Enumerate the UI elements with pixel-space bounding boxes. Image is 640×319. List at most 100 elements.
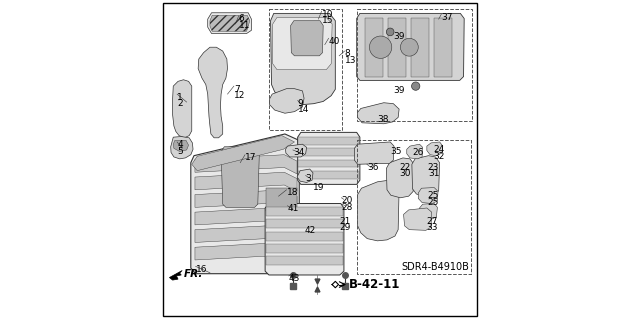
Text: 13: 13 — [344, 56, 356, 65]
Polygon shape — [266, 256, 343, 265]
Polygon shape — [388, 18, 406, 77]
Text: 35: 35 — [390, 147, 402, 156]
Polygon shape — [195, 155, 297, 174]
Polygon shape — [195, 207, 297, 226]
Polygon shape — [195, 190, 297, 209]
Polygon shape — [173, 140, 189, 152]
Polygon shape — [198, 47, 227, 138]
Text: 31: 31 — [428, 169, 439, 178]
Text: 40: 40 — [328, 37, 340, 46]
Text: 1: 1 — [177, 93, 183, 101]
Text: 28: 28 — [341, 203, 353, 211]
Polygon shape — [195, 242, 297, 262]
Text: 19: 19 — [313, 183, 324, 192]
Text: 33: 33 — [426, 223, 437, 232]
Polygon shape — [433, 18, 452, 77]
Text: 24: 24 — [433, 145, 445, 154]
Text: 3: 3 — [306, 174, 312, 183]
Text: FR.: FR. — [184, 269, 203, 279]
Polygon shape — [285, 144, 307, 157]
Polygon shape — [298, 132, 360, 184]
Circle shape — [369, 36, 392, 58]
Polygon shape — [407, 144, 422, 159]
Text: 43: 43 — [289, 274, 300, 283]
Text: B-42-11: B-42-11 — [349, 278, 400, 291]
Polygon shape — [298, 137, 359, 145]
Text: 10: 10 — [321, 10, 333, 19]
Polygon shape — [298, 148, 359, 156]
Text: 37: 37 — [441, 13, 452, 22]
Polygon shape — [173, 80, 192, 138]
Bar — [357, 140, 470, 274]
Polygon shape — [355, 142, 394, 164]
Text: 18: 18 — [287, 188, 298, 197]
Polygon shape — [298, 160, 359, 167]
Text: 20: 20 — [341, 196, 353, 205]
Bar — [269, 9, 342, 130]
Circle shape — [412, 82, 420, 90]
Polygon shape — [365, 18, 383, 77]
Text: 17: 17 — [245, 153, 257, 162]
Text: 4: 4 — [177, 140, 182, 149]
Polygon shape — [191, 134, 300, 274]
Text: 16: 16 — [196, 265, 207, 274]
Polygon shape — [273, 18, 332, 70]
Text: 27: 27 — [426, 217, 437, 226]
Polygon shape — [411, 18, 429, 77]
Text: 11: 11 — [239, 21, 250, 30]
Text: 32: 32 — [433, 152, 445, 160]
Circle shape — [401, 38, 419, 56]
Text: 39: 39 — [394, 32, 405, 41]
Text: 23: 23 — [428, 163, 439, 172]
Text: 7: 7 — [234, 85, 239, 93]
Text: 2: 2 — [177, 99, 182, 108]
Text: 38: 38 — [378, 115, 389, 124]
Polygon shape — [266, 219, 343, 228]
Text: 15: 15 — [321, 16, 333, 25]
Text: 29: 29 — [339, 223, 351, 232]
Text: 8: 8 — [344, 49, 350, 58]
Bar — [357, 9, 472, 121]
Polygon shape — [171, 137, 193, 159]
Polygon shape — [210, 15, 250, 31]
Text: 5: 5 — [177, 147, 183, 156]
Polygon shape — [387, 158, 414, 198]
Polygon shape — [297, 169, 313, 182]
Polygon shape — [265, 204, 344, 275]
Text: 12: 12 — [234, 91, 245, 100]
Text: 36: 36 — [367, 163, 378, 172]
Polygon shape — [266, 188, 297, 211]
Polygon shape — [419, 188, 438, 204]
Text: 42: 42 — [305, 226, 316, 235]
Text: 22: 22 — [399, 163, 410, 172]
Polygon shape — [192, 136, 294, 171]
Polygon shape — [412, 156, 440, 197]
Text: 26: 26 — [413, 148, 424, 157]
Polygon shape — [266, 232, 343, 241]
Text: 30: 30 — [399, 169, 411, 178]
Polygon shape — [298, 171, 359, 179]
Text: SDR4-B4910B: SDR4-B4910B — [401, 262, 469, 271]
Polygon shape — [170, 271, 182, 280]
Text: 25: 25 — [427, 198, 438, 207]
Text: 6: 6 — [239, 14, 244, 23]
Polygon shape — [358, 180, 399, 241]
Polygon shape — [404, 208, 431, 230]
Polygon shape — [266, 244, 343, 253]
Polygon shape — [195, 225, 297, 244]
Text: 39: 39 — [394, 86, 405, 95]
Text: 25: 25 — [427, 191, 438, 200]
Polygon shape — [221, 147, 259, 207]
Polygon shape — [427, 142, 443, 156]
Text: 9: 9 — [298, 99, 303, 108]
Polygon shape — [269, 89, 304, 113]
Text: 34: 34 — [293, 148, 304, 157]
Polygon shape — [420, 204, 437, 219]
Polygon shape — [356, 13, 464, 80]
Text: 14: 14 — [298, 105, 309, 114]
Text: 21: 21 — [339, 217, 351, 226]
Text: 41: 41 — [287, 204, 299, 213]
Polygon shape — [208, 13, 252, 33]
Circle shape — [387, 28, 394, 36]
Polygon shape — [266, 207, 343, 216]
